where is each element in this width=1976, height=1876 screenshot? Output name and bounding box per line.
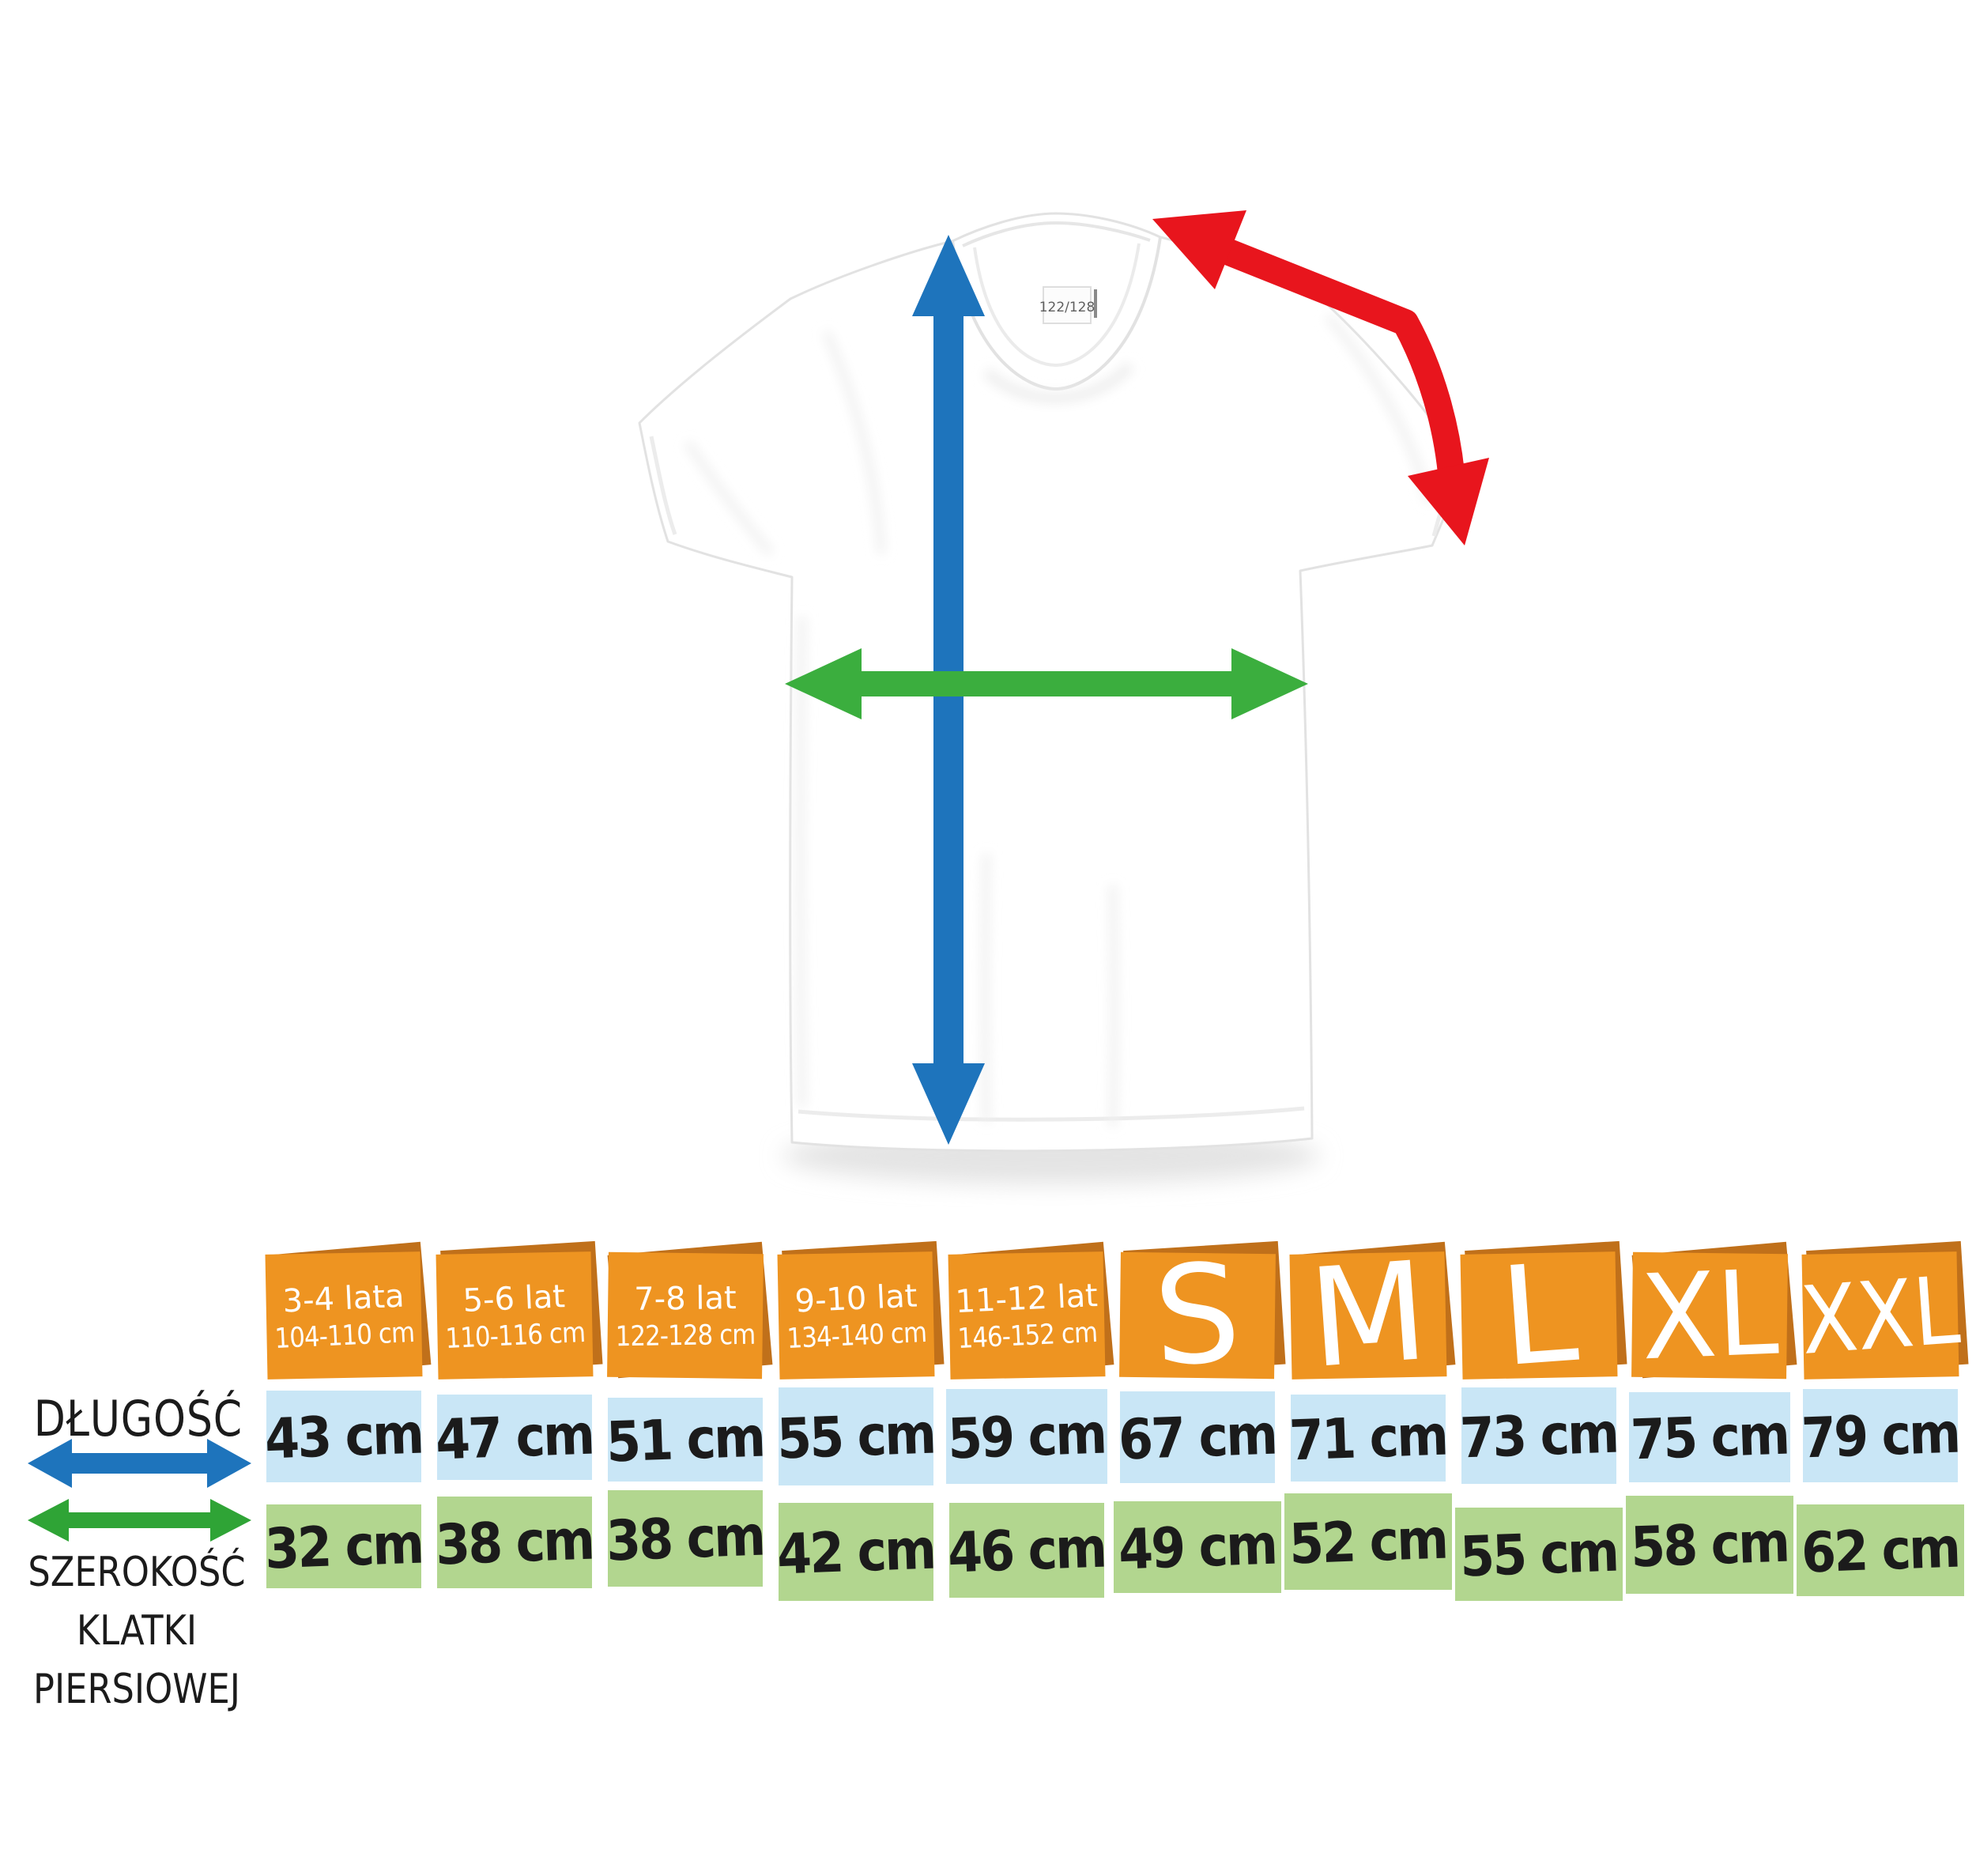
height-range: 122-128 cm [615,1319,756,1353]
length-cell: 67 cm [1118,1391,1277,1483]
badge-face: XXL [1797,1251,1963,1380]
chest-width-cell: 58 cm [1626,1496,1793,1594]
chest-width-label-line: KLATKI [76,1607,198,1655]
chest-width-arrow [785,648,1308,719]
chest-width-cell: 62 cm [1797,1504,1964,1596]
size-table: 3-4 lata 104-110 cm 43 cm 32 cm 5-6 lat … [264,1232,1969,1606]
length-cell: 73 cm [1459,1387,1619,1484]
size-badge: XL [1631,1241,1797,1387]
size-column: L 73 cm 55 cm [1455,1233,1627,1606]
chest-width-label-line: SZEROKOŚĆ [28,1549,246,1596]
chest-width-cell: 38 cm [435,1497,594,1588]
badge-face: S [1119,1234,1276,1396]
length-cell: 71 cm [1288,1395,1448,1482]
age-range: 5-6 lat [462,1278,567,1319]
size-column: 9-10 lat 134-140 cm 55 cm 42 cm [776,1240,945,1606]
size-column: XL 75 cm 58 cm [1626,1241,1797,1606]
badge-face: 9-10 lat 134-140 cm [777,1251,935,1380]
size-letter: M [1303,1231,1433,1399]
length-label: DŁUGOŚĆ [33,1390,243,1448]
chest-width-cell: 42 cm [776,1503,936,1601]
chest-width-cell: 55 cm [1455,1508,1623,1601]
badge-face: M [1289,1232,1447,1399]
length-cell: 55 cm [776,1387,936,1485]
chest-width-label: SZEROKOŚĆ KLATKI PIERSIOWEJ [25,1543,249,1719]
age-badge: 3-4 lata 104-110 cm [265,1241,432,1380]
age-range: 9-10 lat [794,1278,918,1320]
length-cell: 75 cm [1629,1392,1790,1482]
size-badge: L [1460,1233,1627,1397]
size-tag: 122/128 [1039,286,1097,324]
size-column: 11-12 lat 146-152 cm 59 cm 46 cm [946,1241,1114,1606]
length-cell: 51 cm [605,1398,765,1482]
badge-face: 7-8 lat 122-128 cm [607,1251,764,1380]
length-legend-arrow [28,1439,251,1488]
size-column: XXL 79 cm 62 cm [1797,1240,1969,1606]
chest-width-cell: 46 cm [947,1503,1107,1598]
age-range: 7-8 lat [634,1280,737,1318]
size-badge: XXL [1797,1240,1969,1380]
size-letter: XL [1638,1244,1781,1387]
chest-width-legend-arrow [28,1499,251,1542]
badge-face: 11-12 lat 146-152 cm [948,1251,1106,1380]
chest-width-cell: 49 cm [1114,1501,1281,1593]
chest-width-cell: 32 cm [264,1504,424,1588]
badge-face: XL [1631,1244,1788,1387]
age-range: 3-4 lata [281,1278,405,1320]
age-badge: 11-12 lat 146-152 cm [948,1241,1114,1380]
height-range: 110-116 cm [444,1317,586,1355]
size-letter: S [1151,1233,1244,1397]
age-badge: 9-10 lat 134-140 cm [777,1240,945,1380]
height-range: 134-140 cm [786,1317,927,1355]
size-letter: L [1495,1232,1582,1398]
size-column: M 71 cm 52 cm [1284,1232,1456,1606]
size-column: 3-4 lata 104-110 cm 43 cm 32 cm [264,1241,432,1606]
size-letter: XXL [1797,1255,1963,1376]
size-badge: M [1289,1232,1456,1399]
size-tag-text: 122/128 [1039,300,1095,315]
length-cell: 43 cm [264,1391,424,1482]
age-badge: 7-8 lat 122-128 cm [607,1241,773,1380]
length-cell: 47 cm [435,1395,594,1480]
size-column: S 67 cm 49 cm [1114,1234,1286,1606]
height-range: 146-152 cm [956,1317,1098,1355]
chest-width-cell: 38 cm [605,1490,765,1587]
size-column: 5-6 lat 110-116 cm 47 cm 38 cm [435,1240,603,1606]
size-column: 7-8 lat 122-128 cm 51 cm 38 cm [605,1241,773,1606]
badge-face: L [1460,1233,1618,1397]
badge-face: 5-6 lat 110-116 cm [436,1251,594,1380]
height-range: 104-110 cm [273,1317,415,1355]
sleeve-arrow [1152,210,1489,545]
chest-width-cell: 52 cm [1284,1493,1452,1590]
badge-face: 3-4 lata 104-110 cm [265,1251,423,1380]
age-range: 11-12 lat [954,1277,1099,1321]
age-badge: 5-6 lat 110-116 cm [436,1240,603,1380]
length-cell: 79 cm [1801,1389,1960,1482]
length-cell: 59 cm [946,1389,1107,1484]
chest-width-label-line: PIERSIOWEJ [33,1666,240,1713]
size-badge: S [1119,1234,1286,1396]
